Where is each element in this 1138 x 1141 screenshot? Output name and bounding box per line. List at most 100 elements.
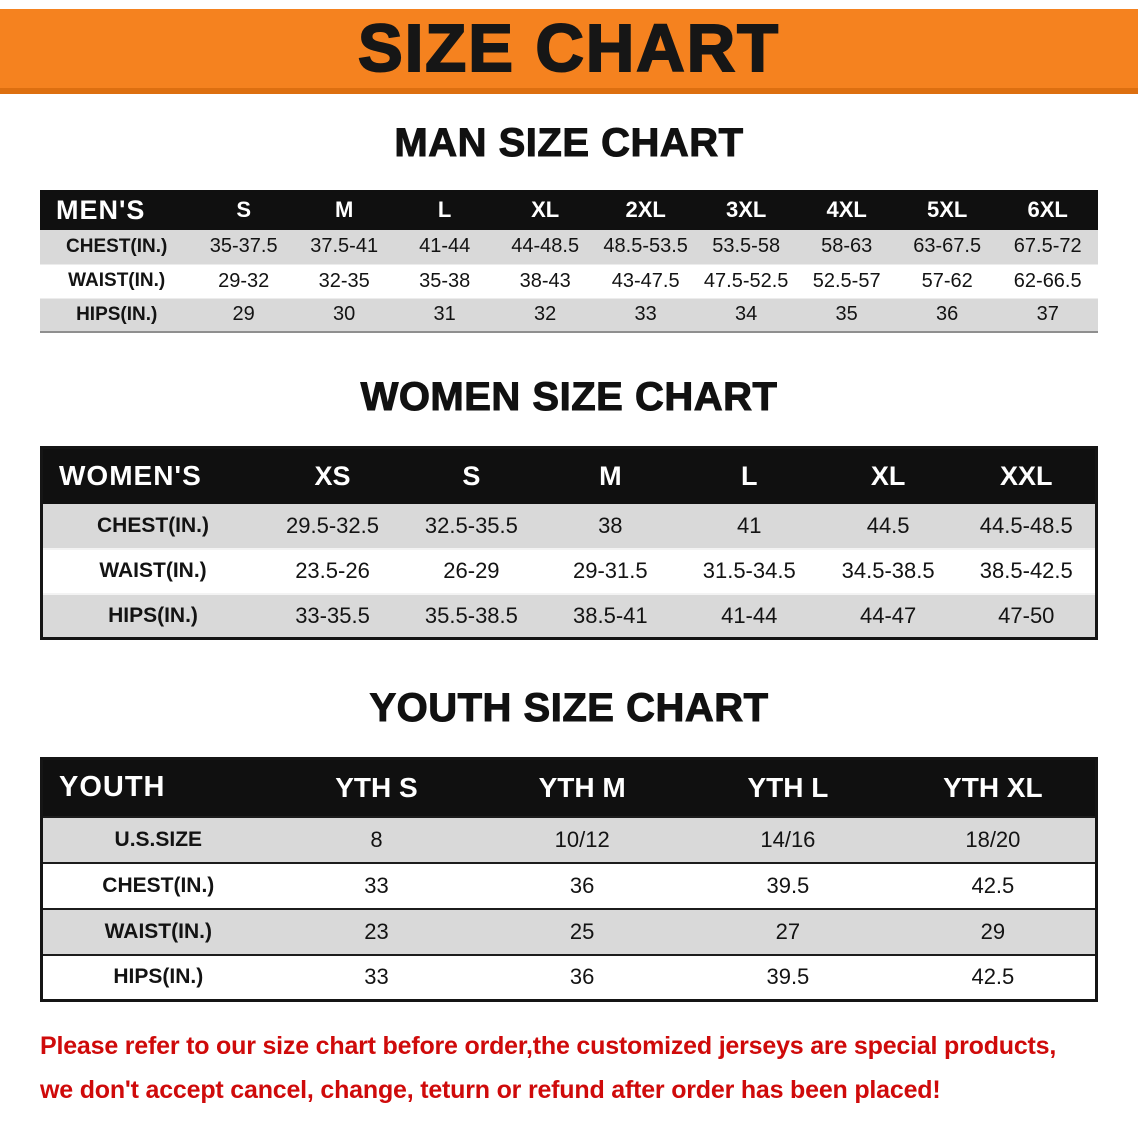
size-column-header: XS: [263, 447, 402, 504]
measurement-label: HIPS(IN.): [113, 965, 204, 989]
size-column-header: 6XL: [997, 190, 1098, 230]
measurement-value: 32: [534, 303, 557, 326]
measurement-value: 23: [364, 918, 389, 944]
measurement-value: 36: [569, 964, 595, 990]
table-row: CHEST(IN.) 35-37.5 37.5-41 41-44 44-48.5 48.5…: [40, 230, 1098, 264]
measurement-value: 62-66.5: [1013, 269, 1082, 292]
size-column-header: S: [193, 190, 294, 230]
size-column-header: YTH S: [273, 758, 480, 817]
measurement-value: 53.5-58: [712, 235, 781, 258]
size-column-header: S: [401, 447, 541, 504]
measurement-label: WAIST(IN.): [104, 919, 212, 943]
disclaimer-line-1: Please refer to our size chart before or…: [40, 1032, 1057, 1060]
women-size-table: WOMEN'S XS S M L XL XXL CHEST(IN.) 29.5-32.5 32.5…: [40, 446, 1098, 640]
measurement-value: 32.5-35.5: [424, 512, 518, 538]
measurement-value: 29-31.5: [573, 558, 648, 583]
measurement-value: 10/12: [554, 826, 610, 852]
table-row: WAIST(IN.) 23.5-26 26-29 29-31.5 31.5-34.5 34…: [41, 548, 1097, 594]
size-column-header: 2XL: [595, 190, 696, 230]
table-row: WAIST(IN.) 29-32 32-35 35-38 38-43 43-47.5 47.…: [40, 264, 1098, 298]
size-column-header: XXL: [957, 447, 1097, 504]
measurement-value: 31.5-34.5: [702, 558, 796, 583]
table-row: CHEST(IN.) 29.5-32.5 32.5-35.5 38 41 44.5 44.5…: [41, 503, 1097, 549]
measurement-value: 38: [598, 512, 623, 538]
measurement-value: 25: [569, 918, 595, 944]
table-header-row: MEN'S S M L XL 2XL 3XL 4XL 5XL 6XL: [40, 190, 1098, 230]
charts-container: MAN SIZE CHART MEN'S S M L XL 2XL 3XL 4XL 5XL 6XL…: [0, 121, 1138, 1002]
measurement-value: 34: [735, 303, 758, 326]
measurement-value: 34.5-38.5: [841, 558, 935, 583]
measurement-value: 47-50: [998, 602, 1055, 628]
measurement-value: 38.5-42.5: [979, 558, 1073, 583]
size-column-header: 4XL: [796, 190, 897, 230]
measurement-value: 44-47: [859, 602, 917, 628]
measurement-value: 39.5: [766, 964, 810, 990]
measurement-value: 44.5-48.5: [979, 512, 1073, 538]
measurement-value: 37.5-41: [310, 235, 379, 258]
table-row: HIPS(IN.) 33-35.5 35.5-38.5 38.5-41 41-44 44-…: [41, 593, 1097, 639]
women-size-chart-section: WOMEN SIZE CHART WOMEN'S XS S M L XL XXL CHEST(…: [0, 375, 1138, 640]
size-column-header: YTH L: [685, 758, 891, 817]
size-chart-page: SIZE CHART MAN SIZE CHART MEN'S S M L XL 2XL 3…: [0, 9, 1138, 1112]
measurement-value: 35.5-38.5: [424, 602, 518, 628]
measurement-value: 32-35: [318, 269, 370, 292]
measurement-label: HIPS(IN.): [76, 303, 158, 325]
table-corner-label: YOUTH: [41, 758, 274, 817]
size-column-header: YTH M: [479, 758, 686, 817]
measurement-value: 29.5-32.5: [286, 512, 379, 538]
table-header-row: WOMEN'S XS S M L XL XXL: [41, 447, 1097, 504]
table-row: CHEST(IN.) 33 36 39.5 42.5: [41, 862, 1097, 909]
measurement-value: 36: [569, 872, 595, 898]
size-column-header: XL: [494, 190, 596, 230]
size-column-header: YTH XL: [890, 758, 1097, 817]
measurement-value: 29-32: [218, 269, 270, 292]
table-row: HIPS(IN.) 29 30 31 32 33 34 35 36 37: [40, 298, 1098, 332]
measurement-value: 36: [936, 303, 959, 326]
disclaimer-line-2: we don't accept cancel, change, teturn o…: [40, 1076, 941, 1104]
measurement-value: 41-44: [419, 235, 471, 258]
measurement-value: 33-35.5: [295, 602, 370, 628]
measurement-label: WAIST(IN.): [68, 270, 166, 291]
measurement-value: 30: [333, 303, 356, 326]
measurement-value: 8: [370, 826, 383, 852]
measurement-value: 29: [232, 303, 255, 326]
measurement-value: 14/16: [760, 826, 816, 852]
measurement-value: 39.5: [766, 872, 810, 898]
measurement-value: 29: [980, 918, 1006, 944]
measurement-value: 43-47.5: [611, 269, 680, 292]
measurement-label: CHEST(IN.): [66, 235, 168, 257]
youth-size-chart-heading: YOUTH SIZE CHART: [369, 686, 769, 731]
size-column-header: L: [679, 447, 819, 504]
size-column-header: 5XL: [896, 190, 998, 230]
banner-title: SIZE CHART: [357, 10, 780, 87]
measurement-label: CHEST(IN.): [97, 513, 210, 537]
measurement-value: 33: [364, 872, 389, 898]
measurement-value: 44.5: [866, 512, 910, 538]
table-corner-label: WOMEN'S: [41, 447, 264, 504]
measurement-value: 18/20: [965, 826, 1021, 852]
measurement-value: 33: [364, 964, 389, 990]
measurement-value: 44-48.5: [511, 235, 580, 258]
measurement-value: 23.5-26: [295, 558, 370, 583]
table-row: HIPS(IN.) 33 36 39.5 42.5: [41, 954, 1097, 1001]
measurement-value: 38-43: [519, 269, 571, 292]
measurement-value: 58-63: [821, 235, 873, 258]
measurement-value: 31: [433, 303, 456, 326]
measurement-value: 42.5: [971, 964, 1015, 990]
disclaimer: Please refer to our size chart before or…: [40, 1024, 1138, 1112]
measurement-label: CHEST(IN.): [102, 873, 215, 897]
measurement-value: 33: [634, 303, 657, 326]
measurement-value: 26-29: [443, 558, 500, 583]
measurement-value: 47.5-52.5: [703, 269, 789, 292]
measurement-value: 57-62: [921, 269, 973, 292]
table-corner-label: MEN'S: [40, 190, 194, 230]
measurement-label: WAIST(IN.): [99, 559, 207, 582]
table-row: U.S.SIZE 8 10/12 14/16 18/20: [41, 816, 1097, 863]
women-size-chart-heading: WOMEN SIZE CHART: [360, 375, 778, 420]
measurement-value: 67.5-72: [1013, 235, 1082, 258]
measurement-value: 35-38: [419, 269, 471, 292]
measurement-label: HIPS(IN.): [108, 603, 198, 627]
measurement-value: 41: [736, 512, 762, 538]
size-column-header: XL: [818, 447, 958, 504]
measurement-value: 48.5-53.5: [603, 235, 688, 258]
